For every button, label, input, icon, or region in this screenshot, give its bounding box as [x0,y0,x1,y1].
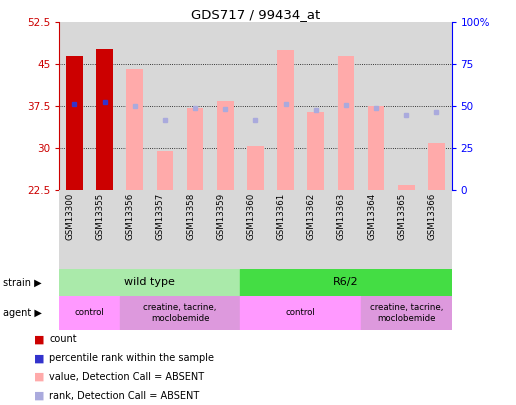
Text: GSM13366: GSM13366 [427,193,437,240]
Bar [337,56,354,190]
Bar [308,112,324,190]
Text: creatine, tacrine,
moclobemide: creatine, tacrine, moclobemide [369,303,443,322]
Bar [398,185,414,190]
Text: control: control [286,308,316,318]
Text: GSM13359: GSM13359 [216,193,225,240]
Bar [368,106,384,190]
Bar [247,145,264,190]
Text: percentile rank within the sample: percentile rank within the sample [49,353,214,363]
Text: rank, Detection Call = ABSENT: rank, Detection Call = ABSENT [49,391,199,401]
Text: ■: ■ [34,335,44,344]
Text: creatine, tacrine,
moclobemide: creatine, tacrine, moclobemide [143,303,217,322]
Bar [361,296,452,330]
Text: agent ▶: agent ▶ [3,308,41,318]
Text: ■: ■ [34,391,44,401]
Bar [217,101,234,190]
Text: wild type: wild type [124,277,175,288]
Bar [277,50,294,190]
Bar [59,269,240,296]
Text: GSM13357: GSM13357 [156,193,165,240]
Text: GSM13365: GSM13365 [397,193,406,240]
Bar [66,56,83,190]
Title: GDS717 / 99434_at: GDS717 / 99434_at [191,8,320,21]
Bar [428,143,445,190]
Text: GSM13355: GSM13355 [95,193,105,240]
Text: GSM13361: GSM13361 [277,193,285,240]
Text: GSM13300: GSM13300 [66,193,74,240]
Text: ■: ■ [34,372,44,382]
Bar [59,296,120,330]
Text: count: count [49,335,77,344]
Text: GSM13356: GSM13356 [126,193,135,240]
Text: GSM13358: GSM13358 [186,193,195,240]
Text: control: control [75,308,104,318]
Bar [120,296,240,330]
Text: GSM13363: GSM13363 [337,193,346,240]
Bar [96,49,113,190]
Bar [157,151,173,190]
Text: ■: ■ [34,353,44,363]
Text: value, Detection Call = ABSENT: value, Detection Call = ABSENT [49,372,204,382]
Text: GSM13364: GSM13364 [367,193,376,240]
Bar [240,269,452,296]
Bar [240,296,361,330]
Bar [187,108,203,190]
Text: R6/2: R6/2 [333,277,359,288]
Text: GSM13362: GSM13362 [307,193,316,240]
Text: strain ▶: strain ▶ [3,277,41,288]
Bar [126,69,143,190]
Text: GSM13360: GSM13360 [247,193,255,240]
